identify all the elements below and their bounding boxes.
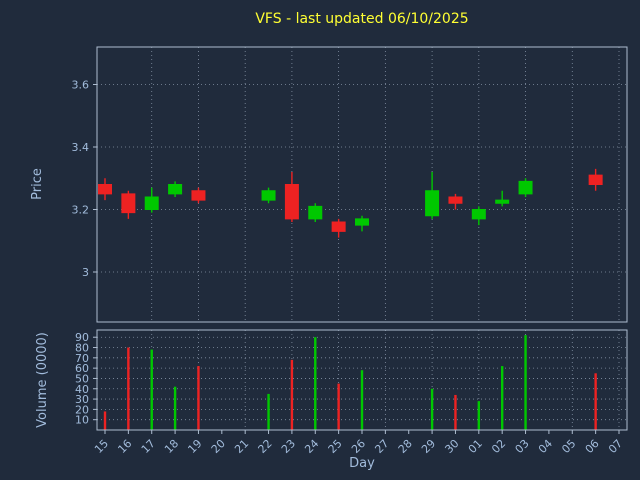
volume-bar-16 [127,347,130,430]
x-tick-label: 01 [466,437,485,456]
volume-tick-label: 60 [75,362,89,375]
x-tick-label: 07 [606,437,625,456]
x-tick-label: 27 [372,437,391,456]
candle-18 [168,181,183,197]
candle-body [425,190,440,217]
x-tick-label: 21 [232,437,251,456]
x-tick-label: 17 [139,437,158,456]
candle-22 [261,187,276,204]
x-tick-label: 23 [279,437,298,456]
volume-tick-label: 10 [75,414,89,427]
x-tick-label: 22 [256,437,275,456]
candle-16 [121,190,136,219]
candle-02 [495,190,510,207]
volume-tick-label: 50 [75,372,89,385]
candle-25 [331,218,346,238]
x-tick-label: 20 [209,437,228,456]
candle-body [144,196,159,210]
volume-bar-02 [500,366,504,430]
x-tick-label: 05 [559,437,578,456]
price-tick-label: 3 [82,266,89,279]
price-tick-label: 3.6 [72,79,90,92]
x-tick-label: 16 [115,437,134,456]
x-tick-label: 04 [536,437,555,456]
volume-tick-label: 80 [75,342,89,355]
candle-17 [144,187,159,213]
candle-body [355,218,369,226]
volume-tick-label: 90 [75,331,89,344]
volume-bar-29 [430,388,434,430]
volume-bar-15 [103,411,107,430]
candle-03 [518,178,533,197]
volume-tick-label: 20 [75,403,89,416]
chart-title: VFS - last updated 06/10/2025 [255,11,469,27]
price-tick-label: 3.4 [72,141,90,154]
volume-bar-22 [267,393,270,430]
candle-06 [588,168,603,191]
volume-tick-label: 70 [75,352,89,365]
volume-bar-06 [594,373,597,430]
candlestick-series [98,168,603,238]
candle-body [261,190,276,201]
volume-tick-label: 40 [75,383,89,396]
candle-26 [355,215,369,232]
x-tick-label: 24 [302,437,321,456]
x-tick-label: 06 [583,437,602,456]
candle-body [121,193,136,214]
volume-bar-24 [314,337,317,430]
candle-24 [308,203,323,222]
candle-body [284,184,299,220]
volume-bar-03 [524,335,527,430]
x-tick-label: 25 [326,437,345,456]
volume-bar-25 [337,383,340,430]
candle-body [588,174,603,185]
volume-bar-26 [360,370,364,430]
price-tick-label: 3.2 [72,204,90,217]
candle-19 [191,187,206,204]
candle-body [471,209,486,220]
candle-15 [98,178,112,201]
volume-tick-label: 30 [75,393,89,406]
candle-01 [471,206,486,226]
x-tick-label: 02 [489,437,508,456]
x-tick-label: 15 [92,437,111,456]
volume-bar-18 [173,386,177,430]
volume-bar-23 [290,359,294,430]
volume-bar-19 [197,366,200,430]
volume-bar-30 [454,394,457,430]
x-tick-label: 29 [419,437,438,456]
volume-bar-01 [477,401,481,430]
x-axis-label: Day [349,456,375,471]
candle-30 [448,193,463,210]
volume-series [103,335,597,430]
x-tick-label: 28 [396,437,415,456]
candle-body [448,196,463,204]
x-tick-label: 18 [162,437,181,456]
candle-body [308,205,323,220]
x-tick-label: 19 [185,437,204,456]
candle-body [98,184,112,195]
candle-body [191,190,206,201]
volume-bar-17 [150,349,153,430]
x-tick-label: 03 [513,437,532,456]
x-tick-label: 30 [442,437,461,456]
candle-23 [284,172,299,222]
candle-body [168,184,183,195]
candle-29 [425,172,440,219]
candle-body [518,180,533,195]
candle-body [495,199,510,204]
price-axes-border [96,46,628,323]
x-tick-label: 26 [349,437,368,456]
candle-body [331,221,346,232]
